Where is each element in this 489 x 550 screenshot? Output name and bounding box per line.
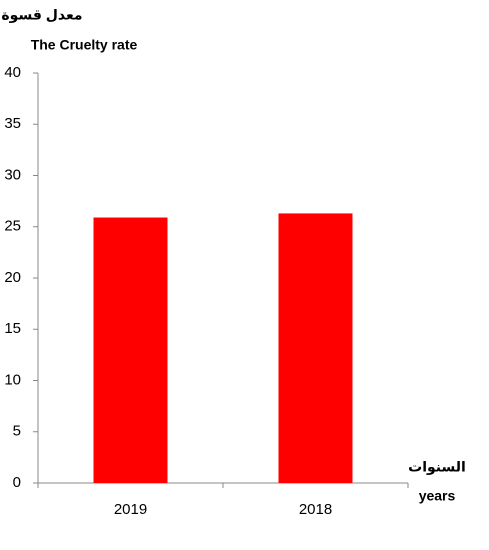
y-tick-label: 15	[4, 320, 21, 337]
x-axis-label: السنوات	[408, 459, 466, 476]
y-tick-label: 0	[13, 474, 21, 491]
x-tick-label: 2019	[114, 501, 147, 518]
y-tick-label: 25	[4, 218, 21, 235]
x-tick-label: 2018	[299, 501, 332, 518]
y-tick-label: 35	[4, 115, 21, 132]
y-tick-label: 20	[4, 269, 21, 286]
y-axis-label: The Cruelty rate	[31, 37, 138, 53]
y-tick-label: 5	[13, 423, 21, 440]
bar	[278, 213, 353, 484]
y-tick-label: 30	[4, 166, 21, 183]
y-tick-label: 10	[4, 371, 21, 388]
y-axis-label: معدل قسوة	[1, 7, 82, 24]
x-axis-label: years	[419, 488, 456, 504]
bar	[93, 217, 168, 483]
y-tick-label: 40	[4, 64, 21, 81]
